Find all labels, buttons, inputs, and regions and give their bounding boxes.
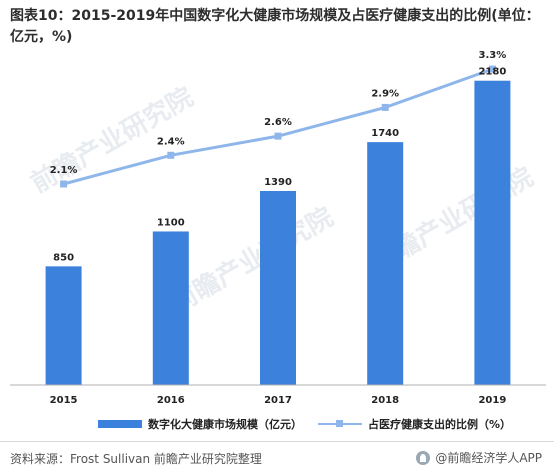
legend-item-bar: 数字化大健康市场规模（亿元） <box>98 416 302 432</box>
line-point <box>488 65 496 73</box>
line-point <box>60 180 68 188</box>
bar-2016 <box>152 231 189 385</box>
line-point <box>381 103 389 111</box>
legend-label-line: 占医疗健康支出的比例（%） <box>368 418 512 431</box>
x-tick-labels: 2015 2016 2017 2018 2019 <box>50 395 507 406</box>
x-tick-label: 2018 <box>371 395 399 406</box>
bar-series <box>45 80 511 385</box>
x-tick-label: 2019 <box>478 395 506 406</box>
x-tick-label: 2015 <box>50 395 78 406</box>
chart-area: 85011001390174021802.1%2.4%2.6%2.9%3.3% … <box>10 50 546 406</box>
legend-swatch-line <box>318 420 362 427</box>
brand-logo-icon <box>416 450 431 465</box>
bar-2015 <box>45 266 82 385</box>
brand-credit: @前瞻经济学人APP <box>416 449 542 466</box>
line-point <box>274 132 282 140</box>
data-labels: 850 1100 1390 1740 2180 2.1% 2.4% 2.6% 2.9% 3.3% <box>50 50 507 263</box>
legend-label-bar: 数字化大健康市场规模（亿元） <box>148 418 302 431</box>
legend: 数字化大健康市场规模（亿元） 占医疗健康支出的比例（%） <box>0 414 554 434</box>
brand-label: @前瞻经济学人APP <box>435 451 542 465</box>
line-value-label: 2.4% <box>157 136 185 147</box>
line-value-label: 2.6% <box>264 117 292 128</box>
chart-title: 图表10：2015-2019年中国数字化大健康市场规模及占医疗健康支出的比例(单… <box>10 8 540 45</box>
legend-swatch-bar <box>98 420 142 428</box>
footer: 资料来源：Frost Sullivan 前瞻产业研究院整理 @前瞻经济学人APP <box>0 441 554 476</box>
line-value-label: 2.9% <box>371 88 399 99</box>
legend-item-line: 占医疗健康支出的比例（%） <box>318 416 511 432</box>
line-value-label: 3.3% <box>479 50 507 61</box>
line-series <box>60 65 496 188</box>
bar-2018 <box>367 142 404 385</box>
line-point <box>167 151 175 159</box>
bar-2017 <box>260 190 296 385</box>
bar-value-label: 1100 <box>157 217 185 228</box>
x-tick-label: 2016 <box>157 395 185 406</box>
bar-value-label: 2180 <box>478 67 506 78</box>
x-tick-label: 2017 <box>264 395 292 406</box>
bar-value-label: 850 <box>53 252 74 263</box>
bar-2019 <box>474 80 511 385</box>
bar-value-label: 1390 <box>264 177 292 188</box>
line-value-label: 2.1% <box>50 165 78 176</box>
bar-value-label: 1740 <box>371 128 399 139</box>
source-note: 资料来源：Frost Sullivan 前瞻产业研究院整理 <box>10 452 262 466</box>
